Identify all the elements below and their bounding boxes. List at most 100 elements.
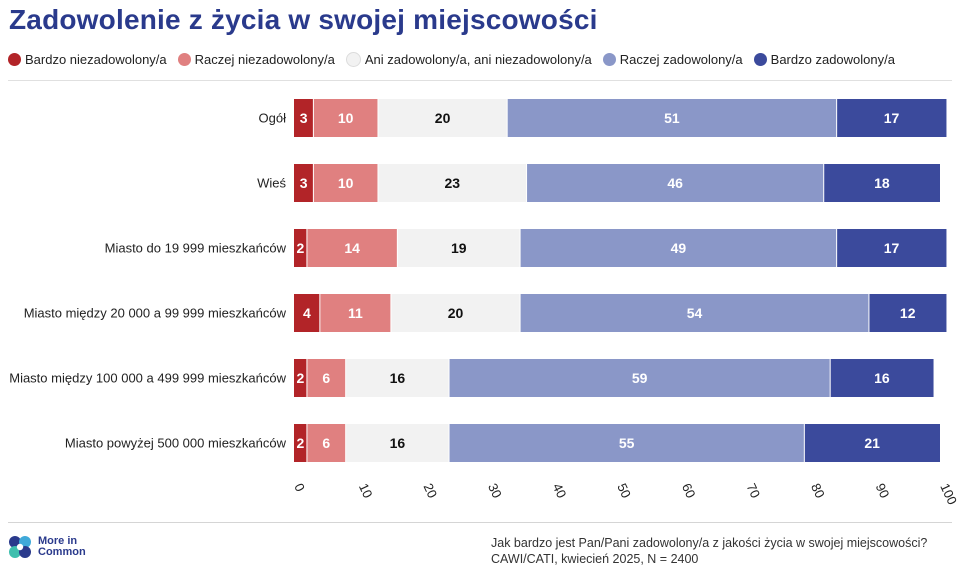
- bar-segment: [294, 424, 307, 462]
- bar-segment: [306, 359, 346, 397]
- logo-icon: [9, 536, 31, 558]
- x-tick-label: 60: [679, 481, 699, 500]
- data-label: 16: [390, 435, 406, 451]
- legend-item: Bardzo zadowolony/a: [753, 51, 895, 67]
- data-label: 20: [435, 110, 451, 126]
- legend-label: Raczej zadowolony/a: [619, 51, 743, 67]
- category-label: Miasto między 20 000 a 99 999 mieszkańcó…: [24, 306, 287, 321]
- bar-segment: [836, 229, 947, 267]
- legend: Bardzo niezadowolony/a Raczej niezadowolo…: [8, 50, 906, 68]
- x-tick-label: 90: [873, 481, 893, 500]
- logo-text-line2: Common: [38, 546, 86, 558]
- logo-text-line1: More in: [38, 535, 78, 547]
- x-tick-label: 50: [614, 481, 634, 500]
- data-label: 2: [297, 370, 305, 386]
- data-label: 21: [864, 435, 880, 451]
- data-label: 17: [884, 110, 900, 126]
- bar-segment: [294, 164, 314, 202]
- data-label: 4: [303, 305, 311, 321]
- bar-segment: [294, 294, 320, 332]
- data-label: 6: [322, 435, 330, 451]
- divider: [8, 522, 952, 523]
- data-label: 14: [344, 240, 360, 256]
- data-label: 23: [444, 175, 460, 191]
- legend-swatch: [177, 52, 191, 66]
- legend-label: Bardzo zadowolony/a: [770, 51, 895, 67]
- bar-segment: [449, 359, 831, 397]
- bar-segment: [520, 294, 869, 332]
- chart-title: Zadowolenie z życia w swojej miejscowośc…: [9, 4, 598, 35]
- legend-item: Raczej zadowolony/a: [602, 51, 743, 67]
- bar-segment: [345, 359, 450, 397]
- bar-segment: [313, 164, 378, 202]
- data-label: 18: [874, 175, 890, 191]
- data-label: 2: [297, 240, 305, 256]
- category-label: Ogół: [259, 111, 287, 126]
- data-label: 2: [297, 435, 305, 451]
- bar-segment: [823, 164, 940, 202]
- data-label: 49: [671, 240, 687, 256]
- x-tick-label: 100: [937, 481, 960, 507]
- category-label: Miasto powyżej 500 000 mieszkańców: [65, 436, 287, 451]
- data-label: 6: [322, 370, 330, 386]
- x-tick-label: 30: [485, 481, 505, 500]
- bar-segment: [397, 229, 521, 267]
- data-label: 20: [448, 305, 464, 321]
- legend-swatch: [345, 51, 361, 67]
- bar-segment: [377, 99, 508, 137]
- bar-segment: [830, 359, 934, 397]
- category-label: Miasto między 100 000 a 499 999 mieszkań…: [9, 371, 286, 386]
- legend-item: Bardzo niezadowolony/a: [8, 52, 167, 67]
- bar-segment: [377, 164, 527, 202]
- bar-segment: [520, 229, 837, 267]
- logo: More in Common: [8, 535, 86, 559]
- data-label: 12: [900, 305, 916, 321]
- legend-swatch: [753, 52, 767, 66]
- bar-segment: [868, 294, 947, 332]
- bar-segment: [306, 424, 346, 462]
- legend-swatch: [8, 52, 21, 66]
- x-tick-label: 0: [291, 481, 308, 494]
- category-label: Miasto do 19 999 mieszkańców: [105, 241, 287, 256]
- legend-label: Raczej niezadowolony/a: [194, 51, 335, 67]
- bar-segment: [507, 99, 837, 137]
- legend-item: Raczej niezadowolony/a: [177, 51, 335, 67]
- bar-segment: [345, 424, 450, 462]
- x-tick-label: 70: [743, 481, 763, 500]
- x-tick-label: 20: [420, 481, 440, 500]
- category-label: Wieś: [257, 176, 286, 191]
- bar-segment: [294, 99, 314, 137]
- data-label: 59: [632, 370, 648, 386]
- footer-note: Jak bardzo jest Pan/Pani zadowolony/a z …: [491, 535, 951, 567]
- bar-segment: [526, 164, 824, 202]
- legend-label: Ani zadowolony/a, ani niezadowolony/a: [364, 51, 592, 67]
- data-label: 16: [390, 370, 406, 386]
- legend-swatch: [602, 52, 616, 66]
- data-label: 46: [667, 175, 683, 191]
- bar-segment: [306, 229, 398, 267]
- data-label: 11: [348, 305, 363, 321]
- data-label: 10: [338, 175, 354, 191]
- data-label: 17: [884, 240, 900, 256]
- legend-item: Ani zadowolony/a, ani niezadowolony/a: [345, 51, 592, 67]
- bar-segment: [294, 229, 307, 267]
- x-tick-label: 10: [356, 481, 376, 500]
- x-tick-label: 40: [550, 481, 570, 500]
- data-label: 10: [338, 110, 354, 126]
- data-label: 54: [687, 305, 703, 321]
- data-label: 3: [300, 110, 308, 126]
- data-label: 19: [451, 240, 467, 256]
- bar-segment: [449, 424, 805, 462]
- bar-segment: [804, 424, 940, 462]
- survey-question: Jak bardzo jest Pan/Pani zadowolony/a z …: [491, 536, 928, 550]
- bar-segment: [390, 294, 521, 332]
- data-label: 51: [664, 110, 680, 126]
- legend-label: Bardzo niezadowolony/a: [25, 51, 167, 67]
- bar-segment: [294, 359, 307, 397]
- data-label: 16: [874, 370, 890, 386]
- bar-segment: [313, 99, 378, 137]
- divider: [8, 80, 952, 81]
- data-label: 3: [300, 175, 308, 191]
- survey-method: CAWI/CATI, kwiecień 2025, N = 2400: [491, 552, 699, 566]
